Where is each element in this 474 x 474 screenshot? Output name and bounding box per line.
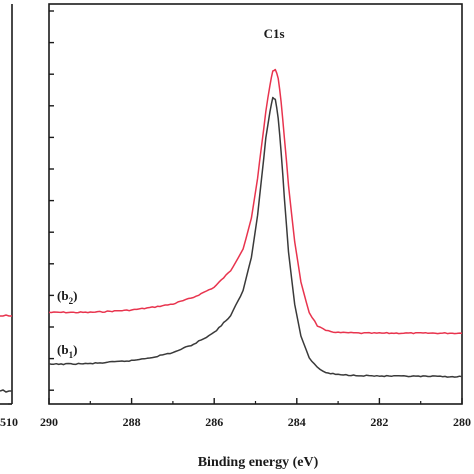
x-tick-label: 284 [288,415,306,429]
x-axis-ticks: 290 288 286 284 282 280 [40,398,471,429]
x-tick-label: 286 [205,415,223,429]
series-line-b1 [48,96,463,378]
x-tick-label: 282 [370,415,388,429]
series-layer [48,68,463,378]
x-tick-label: 280 [453,415,471,429]
plot-frame [48,3,463,405]
main-panel: 290 288 286 284 282 280 C1s (b2) (b1) Binding e… [40,3,471,470]
series-line-b2 [48,68,463,335]
left-series-line-black [0,389,12,393]
x-tick-label: 290 [40,415,58,429]
left-series-line-red [0,314,12,317]
series-label-b2: (b2) [57,288,77,306]
x-tick-label: 288 [123,415,141,429]
y-axis-ticks [49,10,54,391]
peak-label-c1s: C1s [264,26,285,41]
left-panel: 510 [0,4,18,429]
annotation-layer: C1s (b2) (b1) [57,26,285,360]
series-label-b1: (b1) [57,342,77,360]
left-x-tick-label: 510 [0,415,18,429]
x-axis-title: Binding energy (eV) [198,455,319,470]
